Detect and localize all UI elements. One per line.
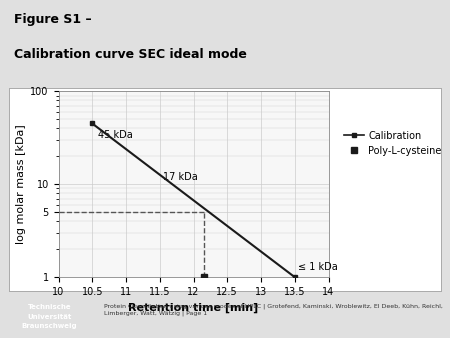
Text: Universität: Universität (27, 314, 72, 320)
Text: Technische: Technische (28, 304, 71, 310)
Text: Braunschweig: Braunschweig (22, 323, 77, 329)
Text: Figure S1 –: Figure S1 – (14, 13, 91, 26)
X-axis label: Retention time [min]: Retention time [min] (128, 303, 259, 313)
Y-axis label: log molar mass [kDa]: log molar mass [kDa] (16, 124, 26, 244)
Text: ≤ 1 kDa: ≤ 1 kDa (298, 262, 338, 271)
Text: Protein Quantitation using various modes of HPLC | Grotefend, Kaminski, Wroblewi: Protein Quantitation using various modes… (104, 304, 443, 315)
Text: 45 kDa: 45 kDa (98, 130, 132, 140)
Legend: Calibration, Poly-L-cysteine: Calibration, Poly-L-cysteine (344, 131, 442, 156)
Text: 17 kDa: 17 kDa (163, 172, 198, 182)
Text: Calibration curve SEC ideal mode: Calibration curve SEC ideal mode (14, 48, 247, 61)
